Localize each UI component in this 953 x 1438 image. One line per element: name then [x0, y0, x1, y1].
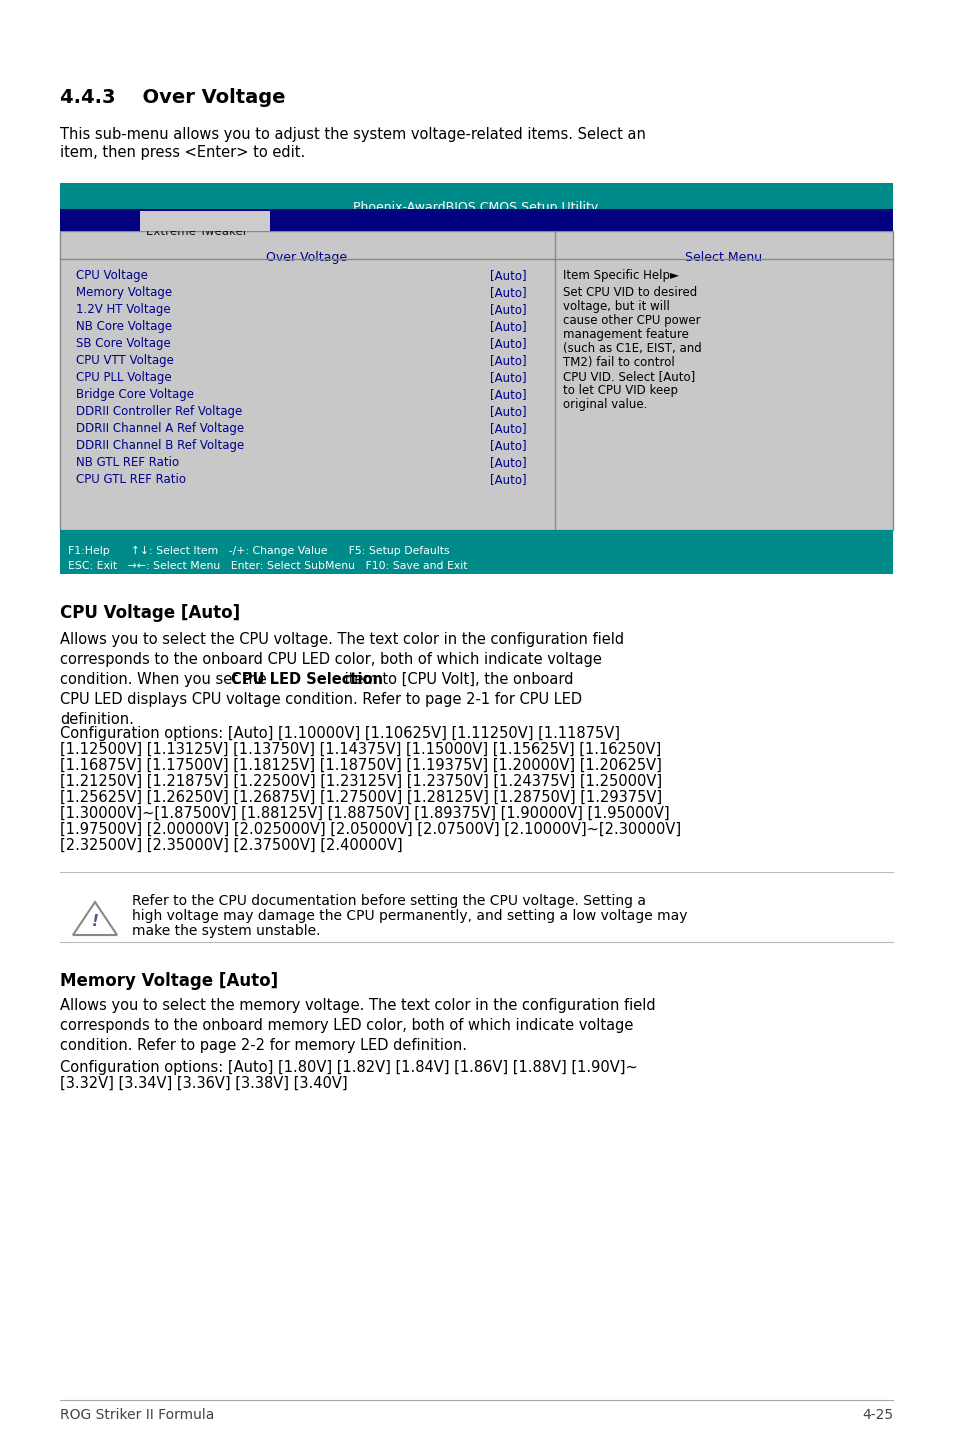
Text: Memory Voltage [Auto]: Memory Voltage [Auto] — [60, 972, 278, 989]
Text: to let CPU VID keep: to let CPU VID keep — [562, 384, 678, 397]
Text: CPU Voltage: CPU Voltage — [76, 269, 148, 282]
Bar — [60, 531, 892, 574]
Text: 4.4.3    Over Voltage: 4.4.3 Over Voltage — [60, 88, 285, 106]
Text: voltage, but it will: voltage, but it will — [562, 301, 669, 313]
Text: Configuration options: [Auto] [1.80V] [1.82V] [1.84V] [1.86V] [1.88V] [1.90V]~: Configuration options: [Auto] [1.80V] [1… — [60, 1060, 638, 1076]
Text: DDRII Channel B Ref Voltage: DDRII Channel B Ref Voltage — [76, 439, 244, 452]
Text: Memory Voltage: Memory Voltage — [76, 286, 172, 299]
Text: [Auto]: [Auto] — [490, 269, 526, 282]
Text: Refer to the CPU documentation before setting the CPU voltage. Setting a: Refer to the CPU documentation before se… — [132, 894, 645, 907]
Text: Over Voltage: Over Voltage — [266, 252, 347, 265]
Text: CPU PLL Voltage: CPU PLL Voltage — [76, 371, 172, 384]
Text: Allows you to select the CPU voltage. The text color in the configuration field: Allows you to select the CPU voltage. Th… — [60, 631, 623, 647]
Text: Select Menu: Select Menu — [684, 252, 761, 265]
Text: corresponds to the onboard memory LED color, both of which indicate voltage: corresponds to the onboard memory LED co… — [60, 1018, 633, 1032]
Text: [1.25625V] [1.26250V] [1.26875V] [1.27500V] [1.28125V] [1.28750V] [1.29375V]: [1.25625V] [1.26250V] [1.26875V] [1.2750… — [60, 789, 661, 805]
Text: [2.32500V] [2.35000V] [2.37500V] [2.40000V]: [2.32500V] [2.35000V] [2.37500V] [2.4000… — [60, 838, 402, 853]
Text: CPU VID. Select [Auto]: CPU VID. Select [Auto] — [562, 370, 695, 383]
Bar — [60, 209, 892, 232]
Bar — [140, 211, 270, 232]
Text: original value.: original value. — [562, 398, 647, 411]
Text: definition.: definition. — [60, 712, 133, 728]
Text: SB Core Voltage: SB Core Voltage — [76, 336, 171, 349]
Bar — [60, 232, 892, 531]
Text: CPU Voltage [Auto]: CPU Voltage [Auto] — [60, 604, 240, 623]
Text: high voltage may damage the CPU permanently, and setting a low voltage may: high voltage may damage the CPU permanen… — [132, 909, 687, 923]
Text: [Auto]: [Auto] — [490, 388, 526, 401]
Text: management feature: management feature — [562, 328, 688, 341]
Text: (such as C1E, EIST, and: (such as C1E, EIST, and — [562, 342, 701, 355]
Text: CPU LED displays CPU voltage condition. Refer to page 2-1 for CPU LED: CPU LED displays CPU voltage condition. … — [60, 692, 581, 707]
Text: [Auto]: [Auto] — [490, 321, 526, 334]
Text: condition. When you set the: condition. When you set the — [60, 672, 271, 687]
Text: Item Specific Help►: Item Specific Help► — [562, 269, 679, 282]
Text: TM2) fail to control: TM2) fail to control — [562, 357, 674, 370]
Text: [Auto]: [Auto] — [490, 421, 526, 436]
Bar — [60, 183, 892, 209]
Text: make the system unstable.: make the system unstable. — [132, 925, 320, 938]
Text: [Auto]: [Auto] — [490, 336, 526, 349]
Text: NB Core Voltage: NB Core Voltage — [76, 321, 172, 334]
Text: corresponds to the onboard CPU LED color, both of which indicate voltage: corresponds to the onboard CPU LED color… — [60, 651, 601, 667]
Text: [Auto]: [Auto] — [490, 456, 526, 469]
Text: [Auto]: [Auto] — [490, 303, 526, 316]
Text: This sub-menu allows you to adjust the system voltage-related items. Select an: This sub-menu allows you to adjust the s… — [60, 127, 645, 142]
Text: [1.12500V] [1.13125V] [1.13750V] [1.14375V] [1.15000V] [1.15625V] [1.16250V]: [1.12500V] [1.13125V] [1.13750V] [1.1437… — [60, 742, 660, 756]
Text: [Auto]: [Auto] — [490, 473, 526, 486]
Text: ESC: Exit   →←: Select Menu   Enter: Select SubMenu   F10: Save and Exit: ESC: Exit →←: Select Menu Enter: Select … — [68, 561, 467, 571]
Text: F1:Help      ↑↓: Select Item   -/+: Change Value      F5: Setup Defaults: F1:Help ↑↓: Select Item -/+: Change Valu… — [68, 546, 449, 557]
Text: cause other CPU power: cause other CPU power — [562, 313, 700, 326]
Text: [Auto]: [Auto] — [490, 286, 526, 299]
Text: 1.2V HT Voltage: 1.2V HT Voltage — [76, 303, 171, 316]
Text: Set CPU VID to desired: Set CPU VID to desired — [562, 286, 697, 299]
Text: [3.32V] [3.34V] [3.36V] [3.38V] [3.40V]: [3.32V] [3.34V] [3.36V] [3.38V] [3.40V] — [60, 1076, 347, 1091]
Text: CPU GTL REF Ratio: CPU GTL REF Ratio — [76, 473, 186, 486]
Text: ROG Striker II Formula: ROG Striker II Formula — [60, 1408, 214, 1422]
Text: !: ! — [91, 915, 98, 929]
Text: DDRII Channel A Ref Voltage: DDRII Channel A Ref Voltage — [76, 421, 244, 436]
Text: 4-25: 4-25 — [861, 1408, 892, 1422]
Text: [Auto]: [Auto] — [490, 439, 526, 452]
Text: [1.97500V] [2.00000V] [2.025000V] [2.05000V] [2.07500V] [2.10000V]~[2.30000V]: [1.97500V] [2.00000V] [2.025000V] [2.050… — [60, 823, 680, 837]
Text: Phoenix-AwardBIOS CMOS Setup Utility: Phoenix-AwardBIOS CMOS Setup Utility — [353, 201, 598, 214]
Text: item to [CPU Volt], the onboard: item to [CPU Volt], the onboard — [339, 672, 573, 687]
Text: item, then press <Enter> to edit.: item, then press <Enter> to edit. — [60, 145, 305, 160]
Text: Extreme Tweaker: Extreme Tweaker — [146, 224, 248, 239]
Text: [Auto]: [Auto] — [490, 406, 526, 418]
Text: Allows you to select the memory voltage. The text color in the configuration fie: Allows you to select the memory voltage.… — [60, 998, 655, 1012]
Text: CPU LED Selection: CPU LED Selection — [231, 672, 382, 687]
Polygon shape — [73, 902, 117, 935]
Text: [Auto]: [Auto] — [490, 354, 526, 367]
Text: [1.16875V] [1.17500V] [1.18125V] [1.18750V] [1.19375V] [1.20000V] [1.20625V]: [1.16875V] [1.17500V] [1.18125V] [1.1875… — [60, 758, 661, 774]
Text: condition. Refer to page 2-2 for memory LED definition.: condition. Refer to page 2-2 for memory … — [60, 1038, 467, 1053]
Text: [1.30000V]~[1.87500V] [1.88125V] [1.88750V] [1.89375V] [1.90000V] [1.95000V]: [1.30000V]~[1.87500V] [1.88125V] [1.8875… — [60, 807, 669, 821]
Text: Configuration options: [Auto] [1.10000V] [1.10625V] [1.11250V] [1.11875V]: Configuration options: [Auto] [1.10000V]… — [60, 726, 619, 741]
Text: Bridge Core Voltage: Bridge Core Voltage — [76, 388, 193, 401]
Text: [Auto]: [Auto] — [490, 371, 526, 384]
Text: DDRII Controller Ref Voltage: DDRII Controller Ref Voltage — [76, 406, 242, 418]
Text: NB GTL REF Ratio: NB GTL REF Ratio — [76, 456, 179, 469]
Text: [1.21250V] [1.21875V] [1.22500V] [1.23125V] [1.23750V] [1.24375V] [1.25000V]: [1.21250V] [1.21875V] [1.22500V] [1.2312… — [60, 774, 661, 789]
Text: CPU VTT Voltage: CPU VTT Voltage — [76, 354, 173, 367]
